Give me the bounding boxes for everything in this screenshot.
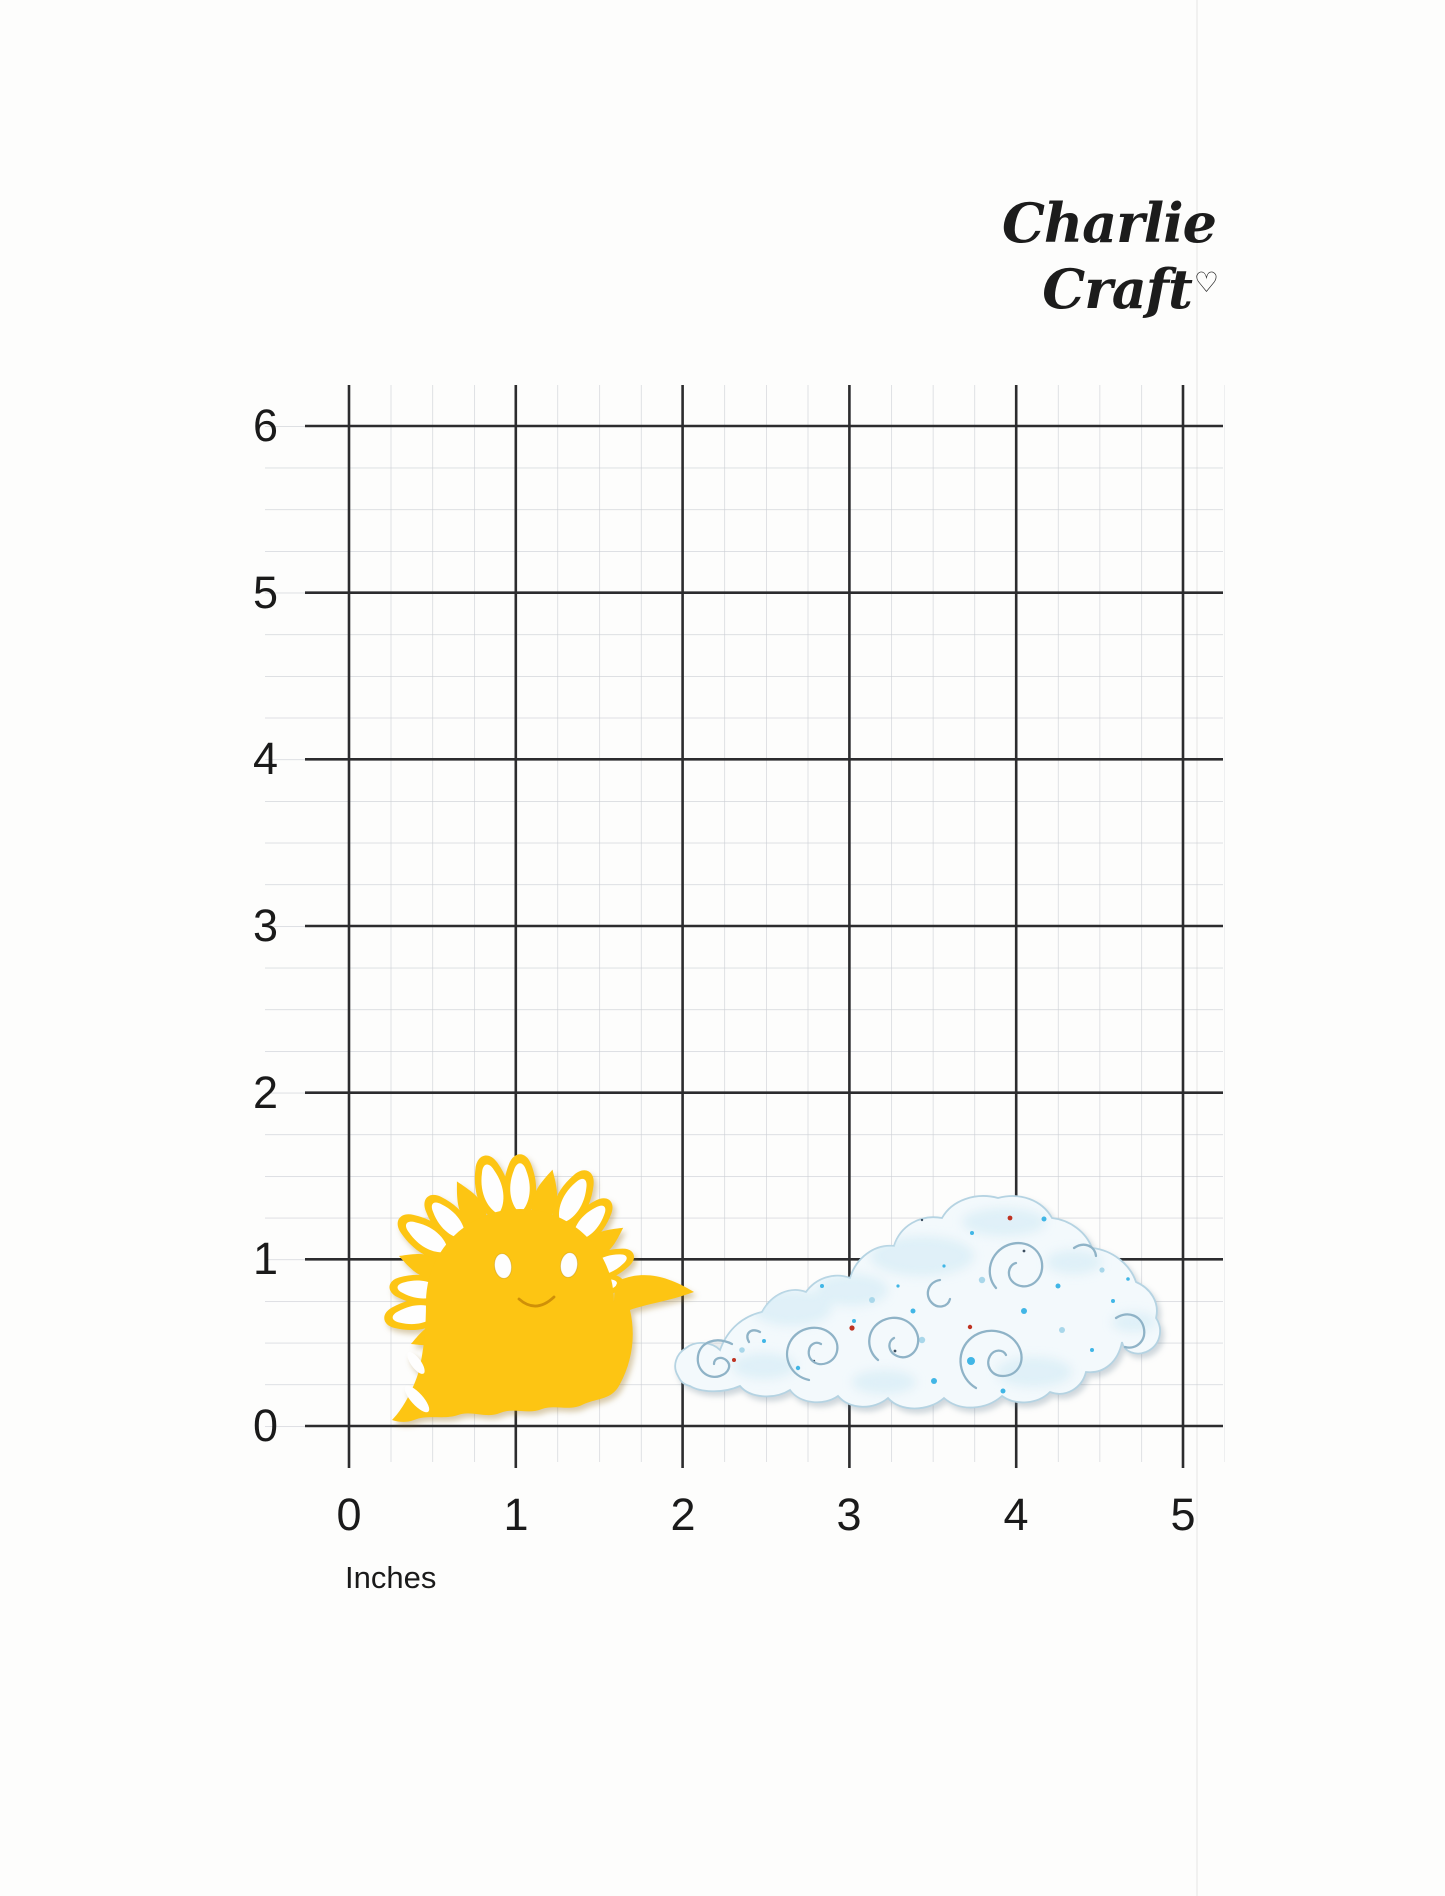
heart-icon: ♡: [1193, 266, 1219, 299]
x-axis-label-4: 4: [1003, 1489, 1029, 1540]
y-axis-label-0: 0: [252, 1400, 278, 1451]
sun-eye-left: [493, 1253, 513, 1279]
sun-die-cut: [382, 1152, 694, 1422]
x-axis-label-1: 1: [503, 1489, 529, 1540]
sun-cutout-hole: [404, 1385, 430, 1413]
sun-cutout-hole: [407, 1352, 425, 1374]
x-axis-label-2: 2: [670, 1489, 696, 1540]
x-axis-label-5: 5: [1170, 1489, 1196, 1540]
x-axis-label-0: 0: [336, 1489, 362, 1540]
y-axis-label-2: 2: [252, 1067, 278, 1118]
cloud-swirls: [696, 1242, 1146, 1390]
sun-body: [392, 1209, 694, 1422]
x-axis-label-3: 3: [836, 1489, 862, 1540]
sun-face: [493, 1252, 579, 1308]
cloud-die-cut: [674, 1195, 1161, 1410]
y-axis-label-5: 5: [252, 567, 278, 618]
y-axis-label-4: 4: [252, 733, 278, 784]
brand-name-line2: Craft♡: [1042, 257, 1219, 321]
brand-logo: Charlie Craft♡: [1000, 190, 1219, 332]
sun-eye-right: [559, 1252, 579, 1278]
y-axis-label-6: 6: [252, 400, 278, 451]
cloud-speckles: [732, 1215, 1130, 1394]
unit-label: Inches: [345, 1560, 437, 1595]
y-axis-label-3: 3: [252, 900, 278, 951]
sun-smile: [517, 1295, 556, 1308]
brand-name-line1: Charlie: [1001, 191, 1217, 255]
y-axis-label-1: 1: [252, 1233, 278, 1284]
